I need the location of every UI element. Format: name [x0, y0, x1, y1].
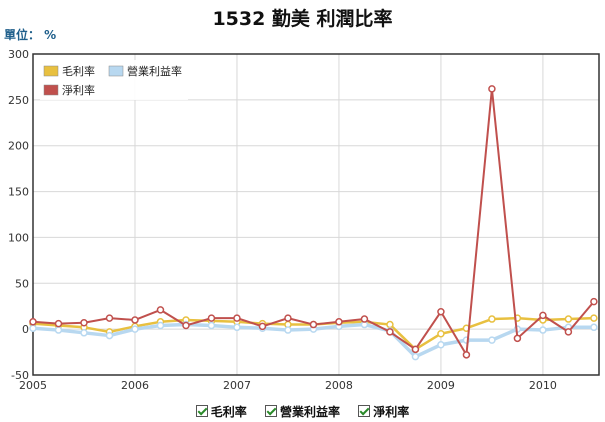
- data-point: [590, 314, 598, 322]
- data-point: [488, 336, 496, 344]
- data-point: [437, 307, 445, 316]
- data-point: [29, 324, 37, 332]
- x-tick-label: 2008: [325, 379, 353, 392]
- y-tick-label: -50: [11, 369, 29, 382]
- data-point: [488, 315, 496, 323]
- data-point: [284, 326, 292, 334]
- data-point: [131, 325, 139, 333]
- data-point: [105, 331, 114, 340]
- toggle-gross-margin[interactable]: 毛利率: [195, 403, 247, 420]
- data-point: [207, 321, 216, 330]
- data-point: [284, 314, 292, 322]
- data-point: [156, 306, 165, 314]
- legend-label: 毛利率: [62, 64, 95, 78]
- chart-title: 1532 勤美 利潤比率: [212, 8, 393, 30]
- data-point: [590, 297, 598, 306]
- data-point: [437, 329, 445, 338]
- data-point: [233, 314, 241, 322]
- data-point: [360, 315, 369, 323]
- data-point: [590, 323, 598, 332]
- data-point: [54, 319, 63, 328]
- legend-swatch: [108, 65, 124, 77]
- legend-swatch: [43, 65, 59, 77]
- x-tick-label: 2006: [121, 379, 149, 392]
- data-point: [80, 318, 88, 327]
- data-point: [258, 322, 267, 331]
- toggle-label: 淨利率: [373, 405, 410, 419]
- unit-label: 單位： %: [4, 28, 57, 42]
- toggle-label: 營業利益率: [279, 405, 340, 419]
- y-tick-label: 300: [8, 48, 29, 61]
- x-tick-label: 2005: [19, 379, 47, 392]
- data-point: [411, 345, 420, 354]
- data-point: [411, 352, 420, 361]
- y-tick-label: 200: [8, 140, 29, 153]
- data-point: [513, 334, 522, 343]
- data-point: [437, 340, 445, 349]
- toggle-operating-margin[interactable]: 營業利益率: [264, 403, 340, 420]
- plot-border: [32, 53, 600, 376]
- data-point: [462, 351, 471, 359]
- legend-label: 營業利益率: [127, 64, 182, 78]
- legend-swatch: [43, 84, 59, 96]
- data-point: [182, 321, 190, 330]
- data-point: [539, 311, 547, 320]
- checkbox-checked-icon[interactable]: [195, 405, 208, 417]
- data-point: [105, 314, 114, 322]
- y-tick-label: 50: [15, 277, 29, 290]
- checkbox-checked-icon[interactable]: [358, 405, 371, 417]
- data-point: [564, 315, 573, 323]
- data-point: [131, 316, 139, 324]
- data-point: [309, 320, 318, 329]
- checkbox-checked-icon[interactable]: [264, 405, 277, 417]
- data-point: [386, 320, 394, 329]
- data-point: [29, 318, 37, 326]
- data-point: [488, 85, 496, 93]
- data-point: [156, 321, 165, 330]
- data-point: [564, 328, 573, 336]
- data-point: [386, 328, 394, 336]
- data-point: [233, 323, 241, 332]
- y-tick-label: 150: [8, 186, 29, 199]
- data-point: [207, 314, 216, 322]
- legend-label: 淨利率: [62, 83, 95, 97]
- data-point: [80, 329, 88, 337]
- x-tick-label: 2007: [223, 379, 251, 392]
- y-tick-label: 100: [8, 231, 29, 244]
- x-tick-label: 2009: [427, 379, 455, 392]
- toggle-net-margin[interactable]: 淨利率: [358, 403, 409, 420]
- x-tick-label: 2010: [529, 379, 557, 392]
- data-point: [539, 326, 547, 334]
- data-point: [54, 326, 63, 334]
- series-toggle-legend: 毛利率 營業利益率 淨利率: [0, 403, 605, 420]
- y-tick-label: 0: [22, 323, 29, 336]
- y-tick-label: 250: [8, 94, 29, 107]
- toggle-label: 毛利率: [210, 405, 247, 419]
- data-point: [335, 318, 343, 326]
